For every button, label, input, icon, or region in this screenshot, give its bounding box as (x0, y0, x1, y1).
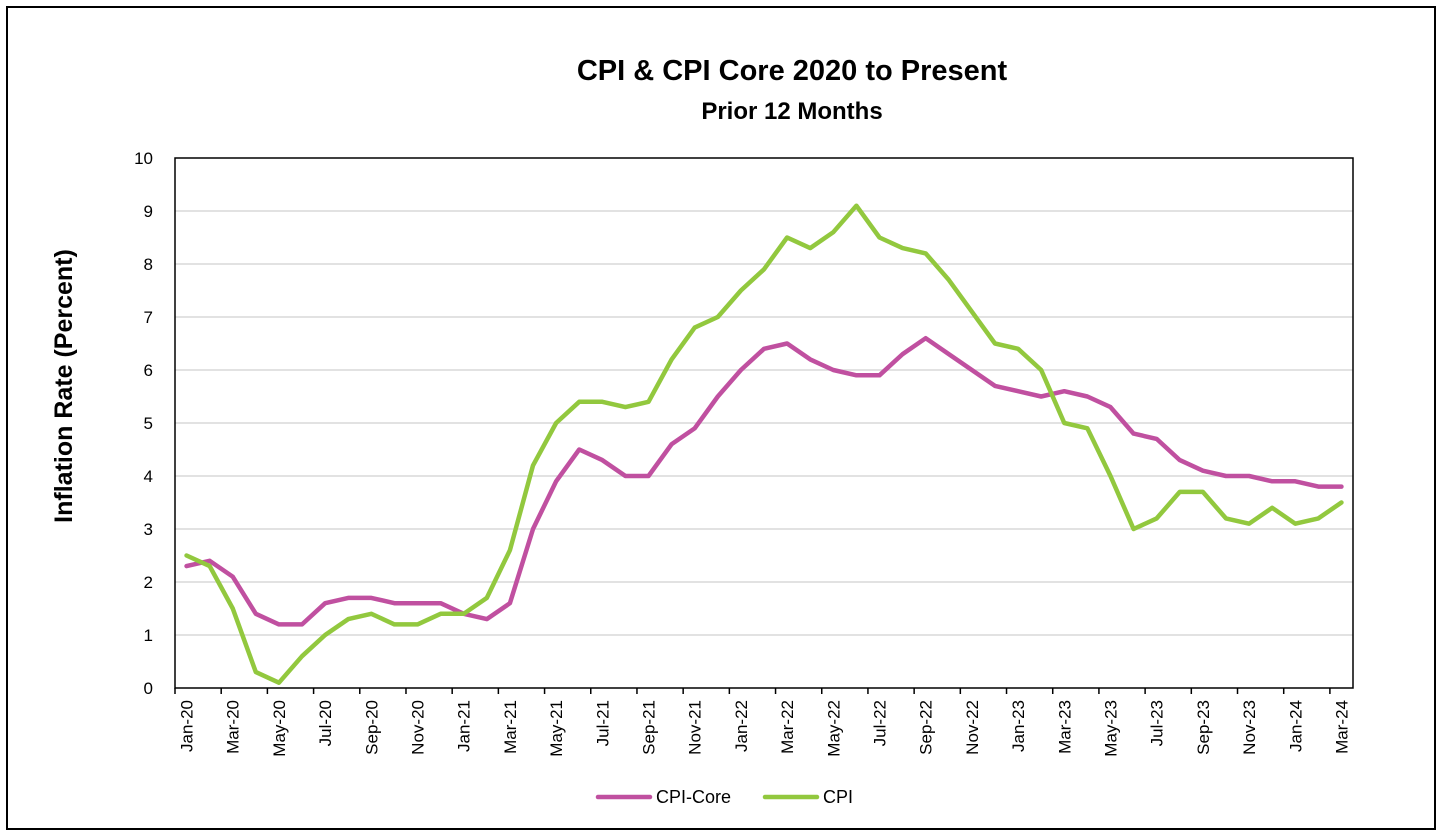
series-line-cpi-core (184, 335, 1344, 627)
x-tick-label-May-20: May-20 (270, 700, 289, 757)
x-tick-label-Mar-22: Mar-22 (778, 700, 797, 754)
gridlines (174, 157, 1354, 694)
x-tick-label-Sep-22: Sep-22 (917, 700, 936, 755)
y-axis-label: Inflation Rate (Percent) (50, 249, 78, 523)
y-tick-label-6: 6 (144, 361, 153, 380)
x-tick-label-Sep-23: Sep-23 (1194, 700, 1213, 755)
series-line-cpi (184, 203, 1344, 685)
x-tick-label-May-21: May-21 (547, 700, 566, 757)
y-tick-label-1: 1 (144, 626, 153, 645)
x-tick-label-Jul-21: Jul-21 (593, 700, 612, 746)
x-tick-label-Nov-23: Nov-23 (1240, 700, 1259, 755)
x-tick-label-Jul-20: Jul-20 (316, 700, 335, 746)
x-tick-label-Nov-21: Nov-21 (686, 700, 705, 755)
y-tick-label-7: 7 (144, 308, 153, 327)
x-tick-label-Nov-20: Nov-20 (409, 700, 428, 755)
legend: CPI-Core CPI (595, 787, 853, 807)
x-tick-labels: Jan-20 Mar-20 May-20 Jul-20 Sep-20 Nov-20 Jan-… (178, 700, 1352, 757)
x-tick-label-Jul-22: Jul-22 (870, 700, 889, 746)
x-tick-label-Sep-20: Sep-20 (362, 700, 381, 755)
x-tick-label-Jan-23: Jan-23 (1009, 700, 1028, 752)
y-tick-label-2: 2 (144, 573, 153, 592)
legend-label-cpi-core: CPI-Core (656, 787, 731, 807)
x-tick-label-Nov-22: Nov-22 (963, 700, 982, 755)
x-tick-label-Sep-21: Sep-21 (640, 700, 659, 755)
chart-frame (6, 6, 1436, 830)
x-tick-label-Jul-23: Jul-23 (1148, 700, 1167, 746)
x-tick-label-Jan-21: Jan-21 (455, 700, 474, 752)
x-tick-label-Jan-22: Jan-22 (732, 700, 751, 752)
y-tick-labels: 0 1 2 3 4 5 6 7 8 9 10 (134, 149, 153, 698)
y-tick-label-4: 4 (144, 467, 153, 486)
x-tick-label-May-23: May-23 (1101, 700, 1120, 757)
y-tick-label-10: 10 (134, 149, 153, 168)
series-lines (184, 203, 1344, 685)
x-tick-label-Mar-24: Mar-24 (1332, 700, 1351, 754)
y-tick-label-9: 9 (144, 202, 153, 221)
y-tick-label-8: 8 (144, 255, 153, 274)
x-tick-label-Mar-21: Mar-21 (501, 700, 520, 754)
chart-title: CPI & CPI Core 2020 to Present (577, 55, 1008, 87)
x-tick-label-May-22: May-22 (824, 700, 843, 757)
plot-area-border (174, 157, 1354, 689)
legend-label-cpi: CPI (823, 787, 853, 807)
chart-subtitle: Prior 12 Months (701, 98, 882, 125)
x-tick-label-Jan-20: Jan-20 (178, 700, 197, 752)
x-tick-label-Mar-20: Mar-20 (224, 700, 243, 754)
y-tick-label-0: 0 (144, 679, 153, 698)
y-tick-label-3: 3 (144, 520, 153, 539)
x-tick-label-Mar-23: Mar-23 (1055, 700, 1074, 754)
y-tick-label-5: 5 (144, 414, 153, 433)
x-tick-label-Jan-24: Jan-24 (1286, 700, 1305, 752)
